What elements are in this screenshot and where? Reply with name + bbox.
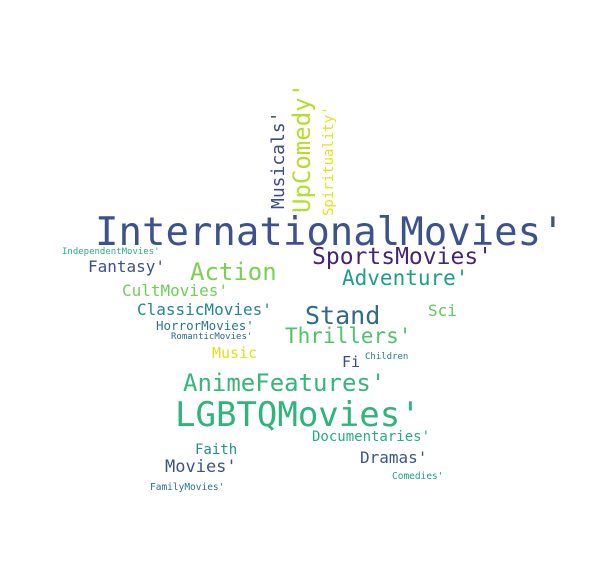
word-thrillers: Thrillers' [285, 324, 412, 348]
word-spirituality: Spirituality' [321, 106, 337, 216]
word-lgbtq-movies: LGBTQMovies' [175, 395, 421, 435]
word-independent-movies: IndependentMovies' [62, 247, 160, 257]
word-fantasy: Fantasy' [88, 257, 166, 276]
word-action: Action [190, 258, 277, 286]
word-cult-movies: CultMovies' [122, 281, 228, 300]
word-music: Music [212, 344, 258, 362]
word-children: Children [365, 352, 409, 362]
word-international-movies: InternationalMovies' [95, 210, 565, 255]
word-anime-features: AnimeFeatures' [183, 369, 386, 397]
word-stand: Stand [305, 301, 381, 330]
word-horror-movies: HorrorMovies' [156, 318, 254, 333]
word-documentaries: Documentaries' [312, 429, 431, 445]
word-dramas: Dramas' [360, 448, 428, 467]
word-classic-movies: ClassicMovies' [137, 300, 272, 319]
word-upcomedy: UpComedy' [288, 82, 316, 213]
word-sci: Sci [428, 301, 457, 320]
word-faith: Faith [195, 442, 238, 458]
word-comedies: Comedies' [392, 471, 444, 482]
word-musicals: Musicals' [268, 111, 289, 209]
word-adventure: Adventure' [342, 266, 469, 290]
word-fi: Fi [342, 353, 361, 371]
word-movies: Movies' [165, 457, 237, 477]
word-sports-movies: SportsMovies' [312, 244, 493, 270]
word-family-movies: FamilyMovies' [150, 482, 225, 493]
word-romantic-movies: RomanticMovies' [171, 332, 253, 342]
